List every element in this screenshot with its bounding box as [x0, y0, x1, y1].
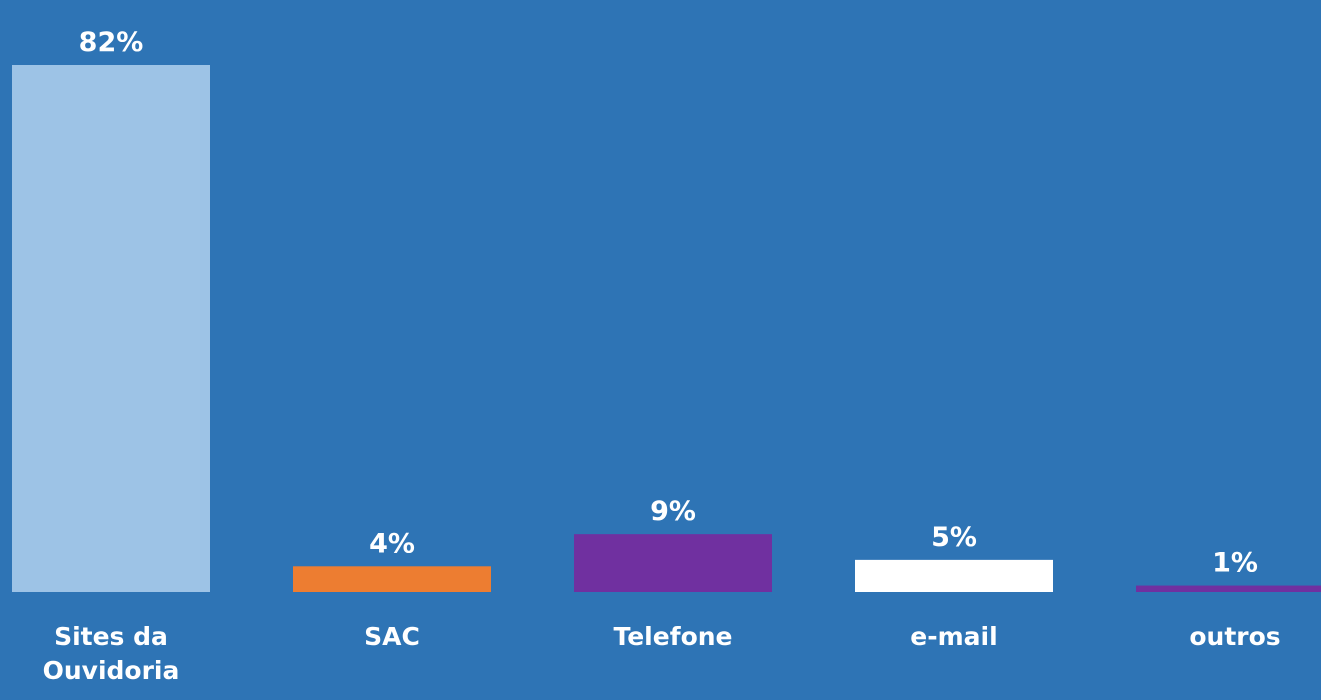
bar	[293, 566, 491, 592]
value-label: 82%	[79, 27, 144, 58]
value-label: 9%	[650, 496, 696, 527]
bar	[12, 65, 210, 592]
value-label: 5%	[931, 522, 977, 553]
value-label: 4%	[369, 528, 415, 559]
x-tick-label: outros	[1189, 622, 1281, 651]
x-tick-label: e-mail	[910, 622, 998, 651]
bar	[1136, 585, 1321, 592]
x-tick-label: SAC	[364, 622, 420, 651]
x-tick-label: Sites da Ouvidoria	[42, 622, 180, 685]
bar	[855, 559, 1053, 592]
value-label: 1%	[1212, 548, 1258, 579]
x-tick-label: Telefone	[613, 622, 733, 651]
bar	[574, 534, 772, 592]
